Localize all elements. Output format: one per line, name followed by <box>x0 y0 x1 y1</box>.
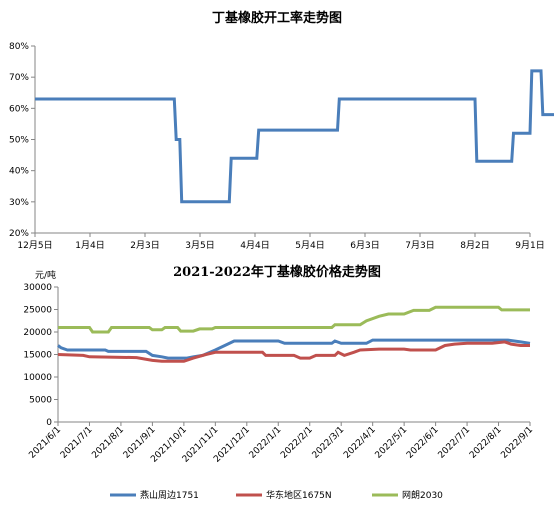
legend-label: 华东地区1675N <box>266 489 332 501</box>
chart1-x-tick-label: 12月5日 <box>17 240 52 251</box>
chart1-x-ticks: 12月5日 1月4日 2月3日 3月5日 4月4日 5月4日 6月3日 7月3日 8月2日 9月1… <box>17 233 545 251</box>
chart2-x-tick-label: 2022/5/1 <box>374 425 410 461</box>
chart1-y-tick-label: 30% <box>9 198 29 208</box>
chart2-y-tick-label: 5000 <box>29 396 52 406</box>
chart1-y-tick-label: 50% <box>9 136 29 146</box>
chart2-y-tick-label: 15000 <box>23 351 52 361</box>
chart2-series-line <box>57 338 531 360</box>
chart2-x-tick-label: 2022/6/1 <box>405 425 441 461</box>
chart1-x-tick-label: 9月1日 <box>515 240 544 251</box>
chart1-y-tick-label: 80% <box>9 42 29 52</box>
chart2-y-axis-label: 元/吨 <box>35 269 56 281</box>
chart2-series-line <box>57 340 530 363</box>
chart2-x-tick-label: 2022/1/1 <box>248 425 284 461</box>
chart1-lines <box>35 69 554 204</box>
chart1-axes <box>34 46 530 234</box>
chart1-y-tick-label: 40% <box>9 167 29 177</box>
chart2-y-tick-label: 25000 <box>23 306 52 316</box>
chart2-x-tick-label: 2021/8/1 <box>90 425 126 461</box>
chart2-y-tick-label: 20000 <box>23 328 52 338</box>
chart1-x-tick-label: 3月5日 <box>185 240 214 251</box>
legend-label: 网朗2030 <box>402 489 443 501</box>
chart2-x-tick-label: 2021/7/1 <box>59 425 95 461</box>
chart2-x-tick-label: 2022/8/1 <box>468 425 504 461</box>
chart2-title: 2021-2022年丁基橡胶价格走势图 <box>173 264 381 280</box>
legend-label: 燕山周边1751 <box>140 489 199 501</box>
chart2-x-tick-label: 2022/4/1 <box>342 425 378 461</box>
chart2-y-tick-label: 0 <box>46 418 52 428</box>
chart2-lines <box>57 305 531 363</box>
chart1-x-tick-label: 4月4日 <box>240 240 269 251</box>
chart1-title: 丁基橡胶开工率走势图 <box>212 10 342 26</box>
chart2-x-tick-label: 2021/6/1 <box>27 425 63 461</box>
chart2-y-ticks: 0 5000 10000 15000 20000 25000 30000 <box>23 283 58 428</box>
chart2-legend: 燕山周边1751 华东地区1675N 网朗2030 <box>110 489 443 501</box>
chart1-x-tick-label: 7月3日 <box>405 240 434 251</box>
chart1-y-tick-label: 70% <box>9 73 29 83</box>
chart1-x-tick-label: 5月4日 <box>295 240 324 251</box>
chart1-x-tick-label: 1月4日 <box>75 240 104 251</box>
chart1-x-tick-label: 2月3日 <box>130 240 159 251</box>
chart2-x-tick-label: 2022/7/1 <box>437 425 473 461</box>
chart1-x-tick-label: 6月3日 <box>350 240 379 251</box>
chart1-y-tick-label: 60% <box>9 104 29 114</box>
chart2-x-tick-label: 2022/9/1 <box>499 425 535 461</box>
chart1-y-tick-label: 20% <box>9 229 29 239</box>
chart2-y-tick-label: 10000 <box>23 373 52 383</box>
chart2-y-tick-label: 30000 <box>23 283 52 293</box>
chart2-series-line <box>58 305 530 334</box>
chart2-x-ticks: 2021/6/12021/7/12021/8/12021/9/12021/10/… <box>27 422 535 465</box>
chart2-x-tick-label: 2022/2/1 <box>279 425 315 461</box>
chart1-y-ticks: 20% 30% 40% 50% 60% 70% 80% <box>9 42 35 239</box>
chart2-x-tick-label: 2022/3/1 <box>311 425 347 461</box>
chart1-x-tick-label: 8月2日 <box>460 240 489 251</box>
chart1-series-line <box>35 69 554 204</box>
